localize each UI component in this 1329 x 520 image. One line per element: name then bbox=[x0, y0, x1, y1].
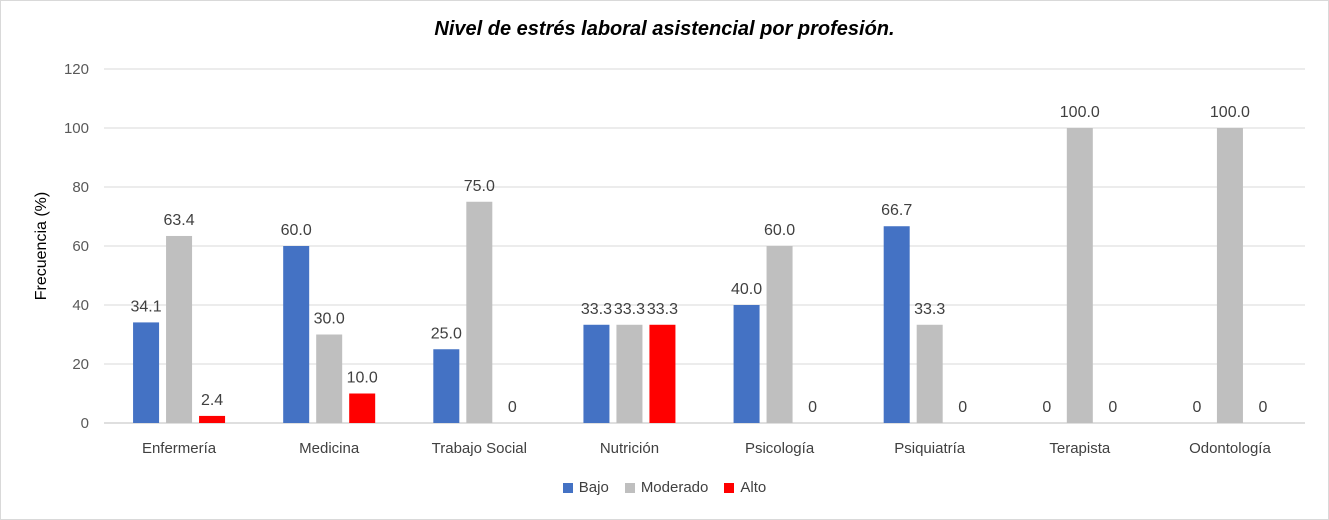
y-axis-title: Frecuencia (%) bbox=[33, 192, 50, 300]
legend-swatch-bajo bbox=[562, 482, 573, 493]
bar-moderado-psiquiatria bbox=[916, 324, 943, 423]
data-label: 75.0 bbox=[464, 178, 495, 195]
x-tick-label: Terapista bbox=[1049, 440, 1111, 457]
data-label: 33.3 bbox=[647, 301, 678, 318]
bar-moderado-trabajo-social bbox=[466, 201, 493, 423]
legend-swatch-alto bbox=[724, 482, 735, 493]
data-label: 0 bbox=[1258, 399, 1267, 416]
bar-bajo-enfermeria bbox=[133, 322, 160, 423]
y-tick-label: 100 bbox=[64, 120, 89, 137]
y-tick-label: 40 bbox=[72, 297, 89, 314]
bar-moderado-psicologia bbox=[766, 246, 793, 423]
data-label: 100.0 bbox=[1060, 104, 1100, 121]
data-label: 34.1 bbox=[130, 298, 161, 315]
x-tick-label: Medicina bbox=[299, 440, 360, 457]
legend: Bajo Moderado Alto bbox=[0, 479, 1329, 496]
bar-moderado-nutricion bbox=[616, 324, 643, 423]
bar-moderado-medicina bbox=[316, 334, 343, 423]
legend-item-alto: Alto bbox=[724, 479, 766, 496]
data-label: 33.3 bbox=[581, 301, 612, 318]
x-tick-label: Psicología bbox=[745, 440, 815, 457]
data-label: 0 bbox=[508, 399, 517, 416]
data-label: 33.3 bbox=[914, 301, 945, 318]
bar-moderado-terapista bbox=[1066, 128, 1093, 423]
data-label: 10.0 bbox=[347, 370, 378, 387]
data-label: 0 bbox=[958, 399, 967, 416]
legend-label-moderado: Moderado bbox=[640, 479, 709, 496]
data-label: 60.0 bbox=[764, 222, 795, 239]
data-label: 40.0 bbox=[731, 281, 762, 298]
data-label: 0 bbox=[1192, 399, 1201, 416]
y-tick-label: 0 bbox=[81, 415, 89, 432]
data-label: 0 bbox=[1108, 399, 1117, 416]
x-tick-label: Enfermería bbox=[142, 440, 217, 457]
legend-item-moderado: Moderado bbox=[624, 479, 709, 496]
data-label: 66.7 bbox=[881, 202, 912, 219]
x-tick-label: Nutrición bbox=[600, 440, 659, 457]
bar-bajo-trabajo-social bbox=[433, 349, 460, 423]
bar-bajo-nutricion bbox=[583, 324, 610, 423]
legend-label-alto: Alto bbox=[740, 479, 767, 496]
bar-alto-nutricion bbox=[649, 324, 676, 423]
data-label: 0 bbox=[808, 399, 817, 416]
data-label: 63.4 bbox=[163, 212, 194, 229]
y-tick-label: 80 bbox=[72, 179, 89, 196]
bar-bajo-psicologia bbox=[733, 305, 760, 423]
bar-moderado-enfermeria bbox=[166, 235, 193, 423]
y-tick-label: 20 bbox=[72, 356, 89, 373]
x-tick-label: Odontología bbox=[1189, 440, 1271, 457]
y-tick-label: 60 bbox=[72, 238, 89, 255]
chart-title: Nivel de estrés laboral asistencial por … bbox=[434, 18, 895, 40]
data-label: 33.3 bbox=[614, 301, 645, 318]
data-label: 0 bbox=[1042, 399, 1051, 416]
data-label: 30.0 bbox=[314, 311, 345, 328]
bar-alto-enfermeria bbox=[199, 415, 226, 423]
bar-moderado-odontologia bbox=[1216, 128, 1243, 423]
y-tick-label: 120 bbox=[64, 61, 89, 78]
data-label: 100.0 bbox=[1210, 104, 1250, 121]
data-label: 25.0 bbox=[431, 325, 462, 342]
data-label: 2.4 bbox=[201, 392, 223, 409]
x-tick-label: Trabajo Social bbox=[432, 440, 527, 457]
legend-label-bajo: Bajo bbox=[578, 479, 609, 496]
bar-bajo-medicina bbox=[283, 246, 310, 423]
legend-swatch-moderado bbox=[624, 482, 635, 493]
bar-bajo-psiquiatria bbox=[883, 226, 910, 423]
legend-item-bajo: Bajo bbox=[562, 479, 609, 496]
x-tick-label: Psiquiatría bbox=[894, 440, 966, 457]
data-label: 60.0 bbox=[281, 222, 312, 239]
bar-alto-medicina bbox=[349, 393, 376, 423]
